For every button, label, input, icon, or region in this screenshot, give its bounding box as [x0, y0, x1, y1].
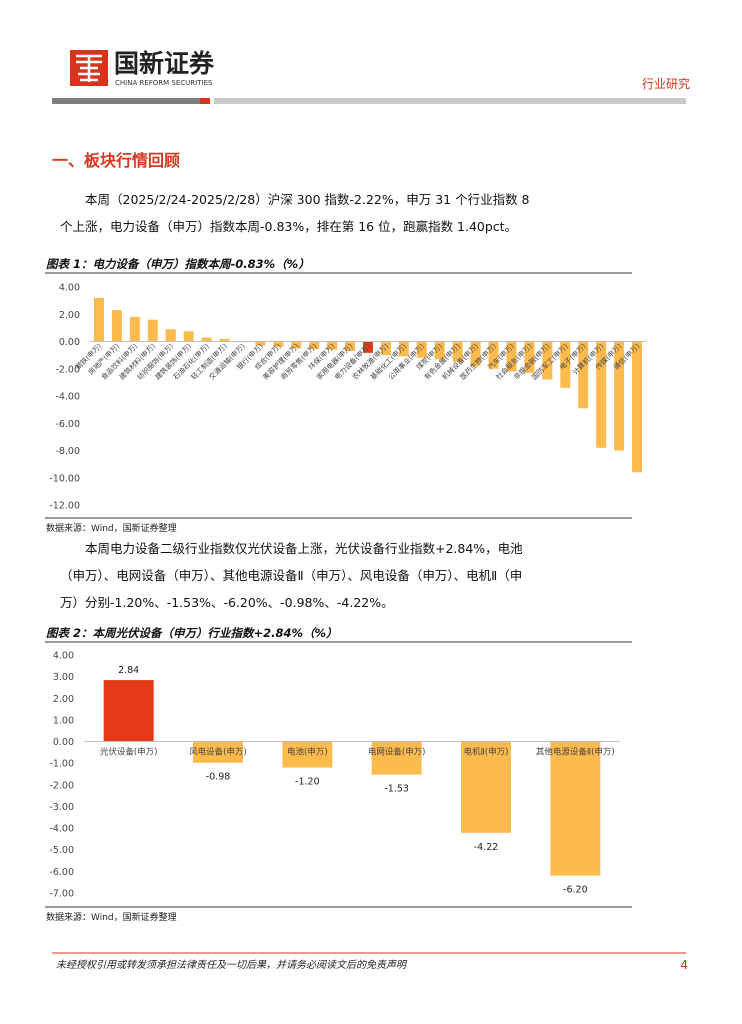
y-tick-label: -10.00 [49, 473, 80, 484]
header-bar [52, 98, 200, 104]
bar [542, 341, 553, 380]
bar [506, 341, 517, 372]
bar [371, 741, 422, 775]
paragraph: 本周（2025/2/24-2025/2/28）沪深 300 指数-2.22%，申… [60, 192, 530, 234]
y-tick-label: -4.00 [55, 392, 80, 403]
bar [282, 741, 333, 768]
y-tick-label: -2.00 [55, 364, 80, 375]
y-tick-label: 4.00 [53, 651, 74, 662]
bar [550, 741, 601, 876]
bar [111, 310, 122, 342]
x-tick-label: 风电设备(申万) [189, 747, 247, 758]
bar [183, 331, 194, 342]
bar [614, 341, 625, 451]
bar [363, 341, 373, 353]
bar [129, 316, 140, 342]
y-tick-label: -4.00 [49, 824, 74, 835]
y-tick-label: -2.00 [49, 780, 74, 791]
data-label: -4.22 [474, 842, 499, 853]
y-tick-label: 1.00 [53, 715, 74, 726]
brand: 国新证券 [114, 49, 215, 78]
heading: 一、板块行情回顾 [52, 151, 180, 170]
brand-en: CHINA REFORM SECURITIES [115, 79, 213, 87]
y-tick-label: -1.00 [49, 759, 74, 770]
page-number: 4 [680, 958, 688, 972]
bar [380, 341, 391, 356]
bar [524, 341, 535, 373]
x-tick-label: 电池(申万) [287, 747, 328, 758]
bar [434, 341, 445, 360]
x-tick-label: 其他电源设备Ⅱ(申万) [536, 747, 615, 758]
y-tick-label: -5.00 [49, 845, 74, 856]
source: 数据来源：Wind，国新证券整理 [46, 524, 177, 534]
bar [596, 341, 607, 448]
section-label: 行业研究 [642, 76, 690, 91]
data-label: -1.20 [295, 777, 320, 788]
bar [488, 341, 499, 369]
bar [398, 341, 409, 357]
header-bar [214, 98, 686, 104]
y-tick-label: -7.00 [49, 889, 74, 900]
bar [147, 319, 158, 342]
chart-title: 图表 2：本周光伏设备（申万）行业指数+2.84%（%） [46, 626, 338, 640]
header-bar [200, 98, 210, 104]
bar [632, 341, 643, 473]
bar [273, 341, 284, 347]
bar [452, 341, 463, 362]
bar [201, 337, 212, 342]
x-tick-label: 光伏设备(申万) [100, 747, 158, 758]
bar [255, 341, 266, 346]
bar [103, 680, 154, 742]
bar [93, 297, 104, 342]
bar [291, 341, 302, 349]
bar [578, 341, 589, 409]
logo-glyph [76, 54, 102, 82]
data-label: -0.98 [206, 772, 231, 783]
bar [327, 341, 338, 350]
bar [416, 341, 427, 358]
data-label: 2.84 [118, 665, 139, 676]
bar [309, 341, 320, 349]
y-tick-label: 0.00 [53, 737, 74, 748]
y-tick-label: 0.00 [59, 337, 80, 348]
y-tick-label: -3.00 [49, 802, 74, 813]
disclaimer: 未经授权引用或转发须承担法律责任及一切后果，并请务必阅读文后的免责声明 [56, 959, 408, 971]
y-tick-label: 2.00 [53, 694, 74, 705]
bar [461, 741, 511, 833]
paragraph: 本周电力设备二级行业指数仅光伏设备上涨，光伏设备行业指数+2.84%，电池（申万… [60, 541, 523, 610]
y-tick-label: -6.00 [49, 867, 74, 878]
data-label: -6.20 [563, 885, 588, 896]
data-label: -1.53 [384, 784, 409, 795]
source: 数据来源：Wind，国新证券整理 [46, 913, 177, 923]
y-tick-label: 4.00 [59, 283, 80, 294]
y-tick-label: 2.00 [59, 310, 80, 321]
y-tick-label: -12.00 [49, 501, 80, 512]
bar [219, 338, 230, 342]
x-tick-label: 电机Ⅱ(申万) [464, 747, 509, 758]
bar [165, 329, 176, 342]
bar [345, 341, 356, 352]
bar [560, 341, 571, 388]
x-tick-label: 电网设备(申万) [368, 747, 426, 758]
bar [193, 741, 243, 763]
y-tick-label: -8.00 [55, 446, 80, 457]
y-tick-label: 3.00 [53, 672, 74, 683]
y-tick-label: -6.00 [55, 419, 80, 430]
chart-title: 图表 1：电力设备（申万）指数本周-0.83%（%） [46, 257, 310, 271]
bar [470, 341, 481, 367]
